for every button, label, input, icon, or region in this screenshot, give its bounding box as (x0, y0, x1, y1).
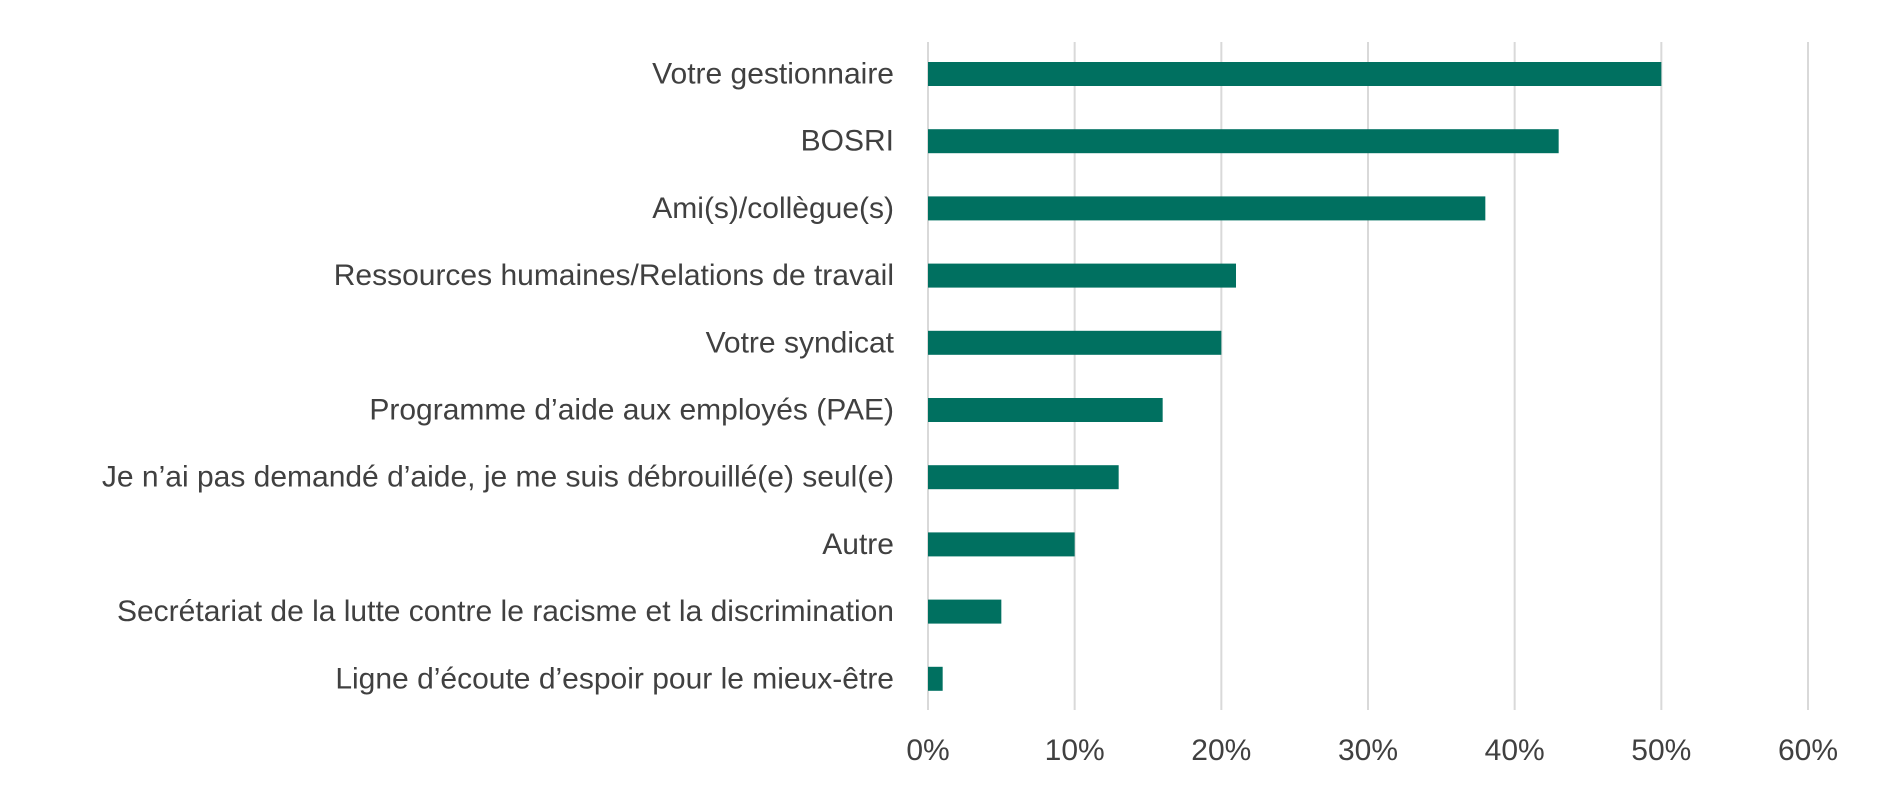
category-labels: Votre gestionnaire BOSRI Ami(s)/collègue(s… (102, 58, 895, 696)
x-tick-label: 20% (1191, 734, 1251, 767)
category-label: Ami(s)/collègue(s) (652, 192, 894, 225)
x-axis-tick-labels: 0% 10% 20% 30% 40% 50% 60% (906, 734, 1838, 767)
bar (928, 129, 1559, 154)
x-tick-label: 60% (1778, 734, 1838, 767)
bar (928, 666, 943, 691)
category-label: Secrétariat de la lutte contre le racism… (117, 595, 894, 628)
x-tick-label: 30% (1338, 734, 1398, 767)
category-label: Ligne d’écoute d’espoir pour le mieux-êt… (335, 662, 894, 695)
bar (928, 398, 1163, 422)
bar (928, 330, 1222, 355)
category-label: Programme d’aide aux employés (PAE) (369, 394, 894, 427)
category-label: Ressources humaines/Relations de travail (334, 259, 894, 292)
bar (928, 465, 1119, 490)
category-label: Je n’ai pas demandé d’aide, je me suis d… (102, 461, 894, 494)
gridlines (927, 42, 1809, 710)
bar (928, 62, 1662, 86)
bar (928, 196, 1486, 221)
bar (928, 532, 1075, 557)
bar (928, 263, 1236, 288)
bar (928, 599, 1002, 624)
x-tick-label: 10% (1045, 734, 1105, 767)
category-label: Autre (822, 528, 894, 561)
x-tick-label: 50% (1631, 734, 1691, 767)
category-label: Votre syndicat (706, 326, 895, 359)
bars (928, 62, 1662, 691)
x-tick-label: 40% (1485, 734, 1545, 767)
x-tick-label: 0% (906, 734, 949, 767)
category-label: BOSRI (801, 125, 894, 158)
category-label: Votre gestionnaire (652, 58, 894, 91)
